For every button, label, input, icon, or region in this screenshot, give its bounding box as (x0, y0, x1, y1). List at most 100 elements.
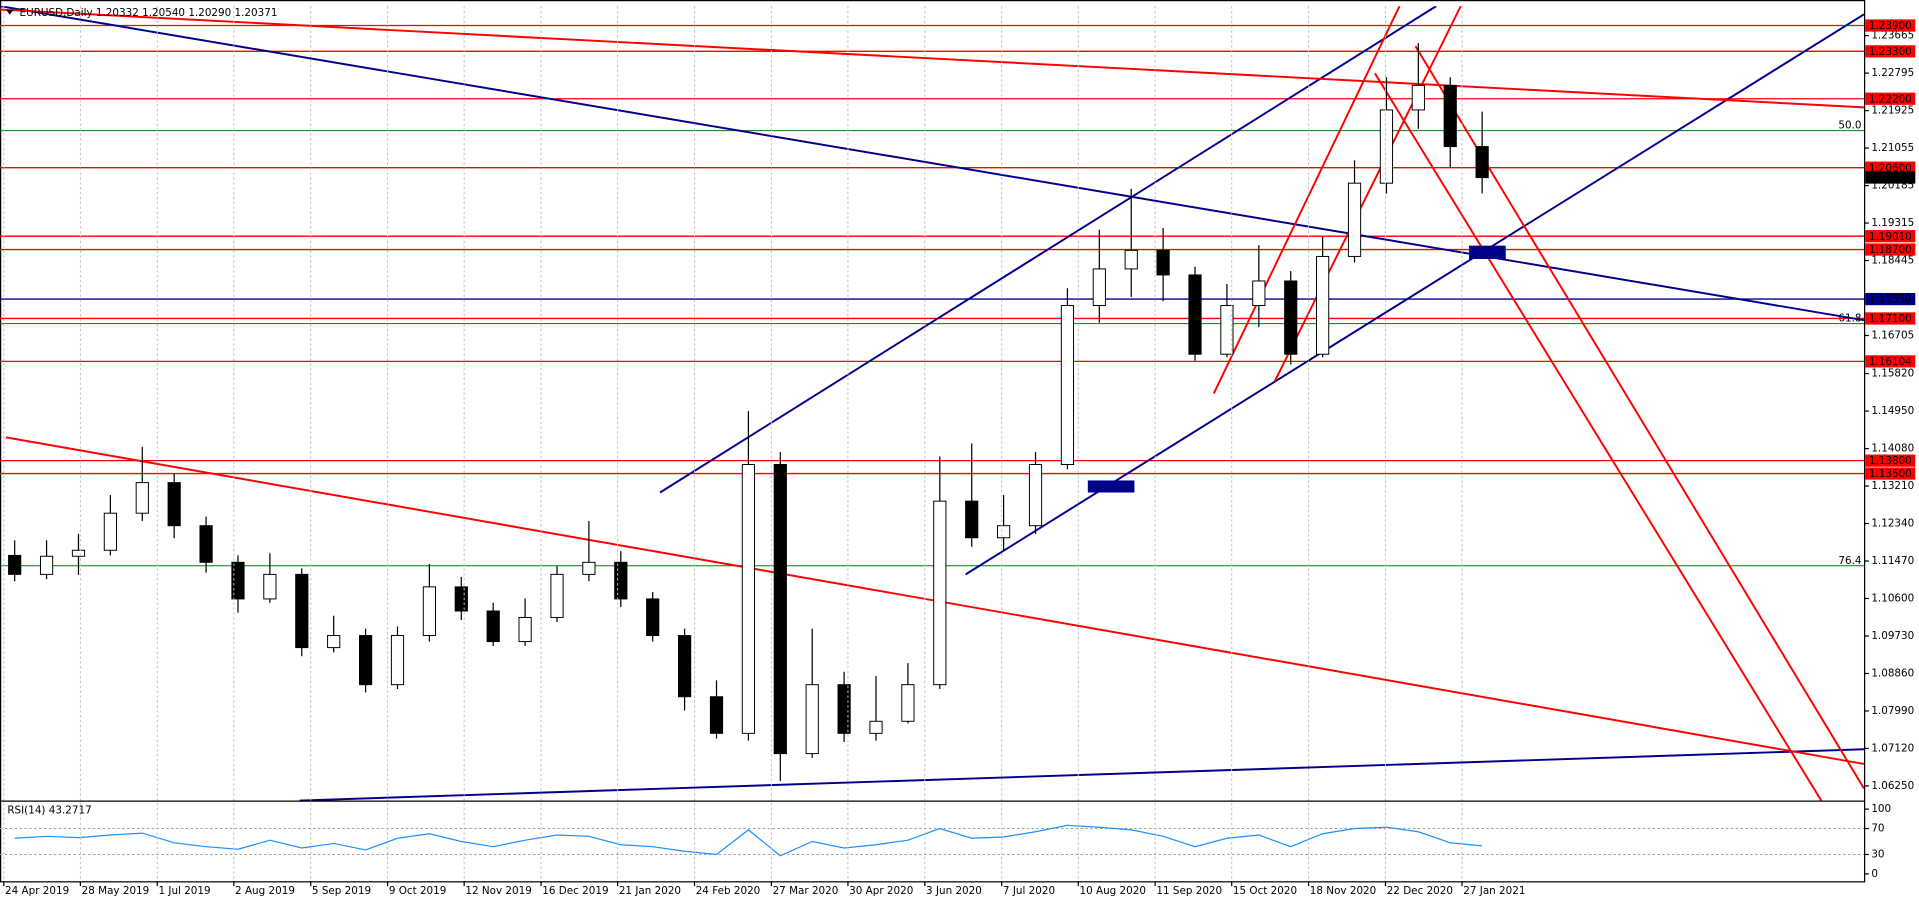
x-tick-label: 16 Dec 2019 (542, 885, 608, 897)
level-label: 1.17550 (1869, 294, 1912, 306)
level-label: 1.16104 (1869, 356, 1912, 368)
current-price-label: 1.20371 (1869, 172, 1912, 184)
y-tick-label: 1.20185 (1871, 180, 1914, 192)
candle-body (741, 464, 756, 734)
level-label-box (1865, 454, 1916, 467)
x-tick-label: 28 May 2019 (82, 885, 150, 897)
x-tick-label: 24 Feb 2020 (696, 885, 761, 897)
x-tick-label: 7 Jul 2020 (1003, 885, 1055, 897)
candle-body (103, 512, 117, 551)
x-tick-label: 9 Oct 2019 (389, 885, 447, 897)
candle-body (518, 616, 532, 643)
candle-body (1188, 274, 1202, 355)
x-tick-label: 11 Sep 2020 (1156, 885, 1222, 897)
x-tick-label: 2 Aug 2019 (235, 885, 295, 897)
candle-body (869, 720, 883, 734)
candle-body (582, 561, 596, 575)
x-tick-label: 27 Jan 2021 (1463, 885, 1525, 897)
candle-body (1411, 84, 1425, 111)
y-tick-label: 1.23665 (1871, 30, 1914, 42)
level-label-box (1865, 161, 1916, 174)
candle-body (965, 500, 979, 539)
x-tick-label: 30 Apr 2020 (849, 885, 913, 897)
rsi-line (14, 824, 1483, 857)
candle-body (422, 586, 436, 637)
level-label: 1.19010 (1869, 231, 1912, 243)
candle-body (327, 635, 341, 649)
level-label: 1.22200 (1869, 93, 1912, 105)
y-tick-label: 1.18445 (1871, 255, 1914, 267)
rsi-panel: 100 70 30 0 (0, 803, 1891, 880)
y-tick-label: 1.14950 (1871, 405, 1914, 417)
candle-body (1347, 182, 1362, 257)
y-tick-label: 1.16705 (1871, 329, 1914, 341)
x-tick-label: 1 Jul 2019 (158, 885, 210, 897)
candle-body (1060, 305, 1075, 465)
y-tick-label: 1.07120 (1871, 742, 1914, 754)
x-tick-label: 15 Oct 2020 (1233, 885, 1297, 897)
candle-body (709, 696, 724, 734)
fib-label: 50.0 (1838, 120, 1861, 132)
candle-body (1252, 280, 1266, 307)
y-tick-label: 1.07990 (1871, 705, 1914, 717)
rsi-tick-label: 70 (1871, 823, 1884, 835)
x-tick-label: 22 Dec 2020 (1387, 885, 1453, 897)
candle-body (1316, 255, 1330, 355)
y-tick-label: 1.14080 (1871, 443, 1914, 455)
level-label: 1.23300 (1869, 46, 1912, 58)
y-tick-label: 1.15820 (1871, 368, 1914, 380)
y-tick-label: 1.19315 (1871, 217, 1914, 229)
candle-body (550, 573, 564, 618)
candle-body (1092, 268, 1106, 307)
rsi-tick-label: 30 (1871, 848, 1884, 860)
candle-body (358, 635, 373, 686)
candle-body (167, 482, 181, 527)
trend-line (1374, 72, 1823, 801)
candle-body (39, 555, 54, 575)
trend-line (1273, 6, 1462, 382)
x-tick-label: 27 Mar 2020 (773, 885, 839, 897)
level-label: 1.13500 (1869, 468, 1912, 480)
candle-body (1443, 84, 1457, 148)
y-tick-label: 1.08860 (1871, 667, 1914, 679)
candle-body (71, 549, 86, 557)
candle-body (1156, 249, 1170, 276)
level-label: 1.23900 (1869, 20, 1912, 32)
candle-body (614, 561, 628, 600)
trend-line (1414, 45, 1864, 789)
candle-body (486, 610, 500, 643)
level-label-box (1865, 45, 1916, 58)
y-tick-label: 1.11470 (1871, 555, 1914, 567)
level-label: 1.18700 (1869, 244, 1912, 256)
candle-body (1475, 146, 1489, 179)
chart-frame (0, 0, 1866, 883)
x-tick-label: 12 Nov 2019 (465, 885, 531, 897)
candle-body (231, 561, 245, 600)
level-label-box (1865, 243, 1916, 256)
zone (1087, 480, 1135, 493)
candle-body (837, 684, 851, 734)
rsi-tick-label: 100 (1871, 803, 1891, 815)
x-tick-label: 18 Nov 2020 (1310, 885, 1376, 897)
candle-body (805, 684, 819, 755)
candle-body (1284, 280, 1298, 355)
y-tick-label: 1.22795 (1871, 67, 1914, 79)
y-tick-label: 1.21055 (1871, 142, 1914, 154)
candle-body (1220, 305, 1234, 355)
zone (1469, 245, 1506, 260)
level-label-box (1865, 292, 1916, 306)
candle-body (1028, 464, 1043, 527)
candle-body (901, 684, 915, 722)
candle-body (997, 525, 1011, 539)
level-label: 1.13800 (1869, 455, 1912, 467)
level-label-box (1865, 92, 1916, 105)
rsi-tick-label: 0 (1871, 868, 1878, 880)
current-price-box (1865, 171, 1916, 184)
y-tick-label: 1.10600 (1871, 592, 1914, 604)
x-tick-label: 5 Sep 2019 (312, 885, 371, 897)
axes: 24 Apr 2019 28 May 2019 1 Jul 2019 2 Aug 20… (3, 6, 1916, 897)
trend-line (0, 6, 1864, 322)
y-tick-label: 1.06250 (1871, 780, 1914, 792)
